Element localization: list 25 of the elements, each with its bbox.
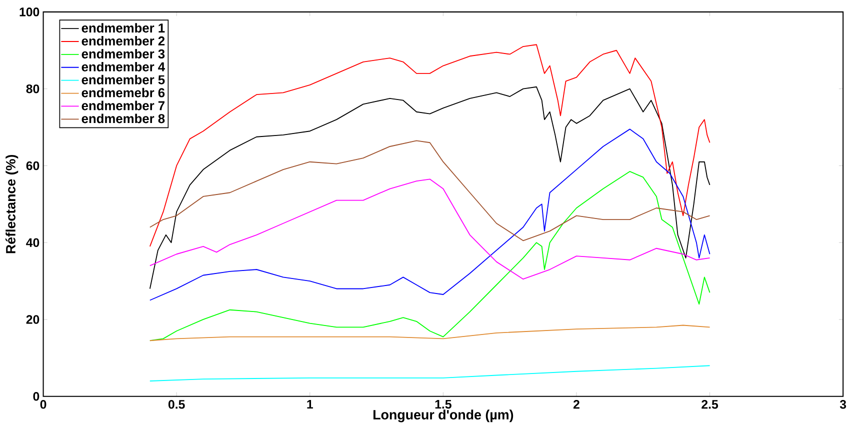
x-tick-label: 1 [307, 400, 313, 409]
y-tick-label: 40 [26, 238, 40, 248]
legend-label: endmember 7 [82, 100, 164, 110]
legend-label: endmember 4 [82, 62, 165, 72]
x-axis-title: Longueur d'onde (µm) [373, 410, 514, 422]
x-tick-label: 0 [40, 400, 46, 409]
legend-label: endmember 3 [82, 49, 165, 59]
legend-label: endmember 5 [82, 75, 165, 84]
x-tick-label: 3 [840, 400, 846, 409]
y-tick-label: 80 [26, 84, 40, 94]
line-series [149, 365, 710, 382]
x-tick-label: 1.5 [435, 400, 452, 409]
y-tick-label: 60 [26, 161, 40, 170]
legend-label: endmember 2 [82, 36, 165, 46]
legend-label: endmemebr 6 [82, 88, 165, 98]
legend-label: endmember 8 [82, 114, 165, 124]
x-tick-label: 0.5 [168, 400, 185, 409]
y-axis-title: Réflectance (%) [6, 155, 18, 254]
x-tick-label: 2.5 [702, 400, 718, 409]
legend-label: endmember 1 [82, 23, 165, 33]
x-tick-label: 2 [573, 400, 580, 409]
y-tick-label: 0 [33, 392, 40, 401]
line-series [149, 140, 710, 242]
y-tick-label: 100 [20, 8, 40, 16]
y-tick-label: 20 [26, 315, 40, 324]
